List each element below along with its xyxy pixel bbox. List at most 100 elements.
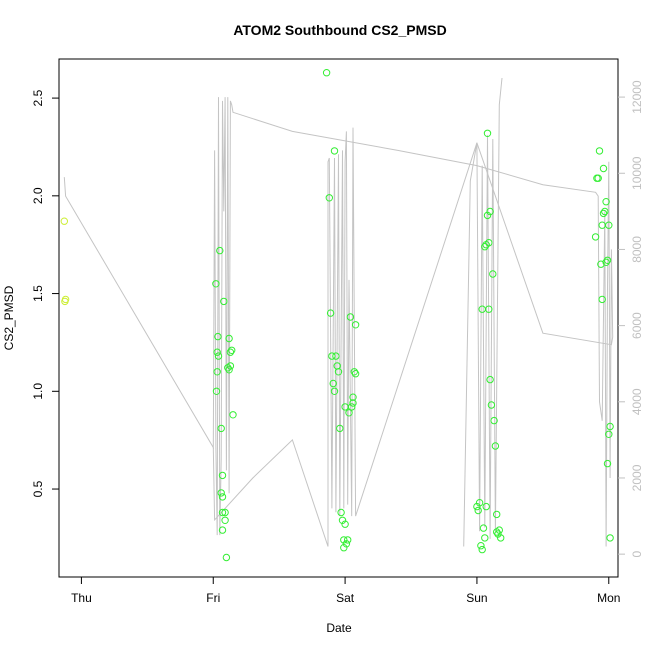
- data-point: [597, 260, 605, 268]
- data-point: [221, 508, 229, 517]
- data-point: [495, 526, 503, 534]
- data-point: [226, 362, 235, 370]
- data-point: [228, 346, 236, 354]
- data-point: [212, 280, 220, 288]
- data-point: [594, 174, 602, 182]
- data-point: [489, 270, 497, 278]
- data-point: [218, 493, 227, 501]
- data-point: [493, 510, 501, 519]
- data-point: [605, 221, 613, 229]
- y2-tick-label: 8000: [630, 236, 644, 263]
- data-point: [599, 164, 608, 173]
- y2-tick-label: 0: [630, 550, 644, 557]
- data-point: [474, 506, 482, 515]
- data-point: [229, 411, 237, 419]
- data-point: [213, 368, 221, 376]
- data-point: [485, 239, 493, 247]
- data-point: [349, 393, 357, 401]
- y2-tick-label: 12000: [630, 80, 644, 114]
- data-point: [214, 332, 222, 341]
- data-point: [602, 198, 610, 206]
- data-point: [217, 489, 225, 497]
- data-point: [220, 297, 228, 306]
- data-point: [344, 536, 352, 544]
- x-tick-label: Fri: [206, 591, 220, 605]
- y2-line-series-1: [212, 77, 503, 547]
- data-point: [603, 256, 612, 264]
- data-point: [479, 524, 488, 532]
- data-point: [482, 502, 490, 511]
- y-tick-label: 2.5: [31, 89, 45, 106]
- data-point: [351, 321, 360, 329]
- data-point: [485, 305, 493, 313]
- x-tick-label: Thu: [71, 591, 92, 605]
- data-point: [486, 375, 494, 384]
- data-point: [490, 416, 498, 425]
- data-point: [486, 207, 494, 216]
- data-point: [326, 309, 335, 317]
- data-point: [336, 424, 344, 433]
- data-point: [601, 207, 609, 216]
- data-point: [340, 544, 348, 552]
- x-tick-label: Sun: [466, 591, 487, 605]
- data-point: [481, 243, 489, 251]
- x-tick-label: Sat: [336, 591, 355, 605]
- data-point: [478, 545, 486, 554]
- data-point: [338, 516, 347, 524]
- y-tick-label: 1.5: [31, 285, 45, 302]
- y-axis-label: CS2_PMSD: [2, 285, 16, 350]
- data-point: [218, 471, 227, 480]
- x-tick-label: Mon: [597, 591, 620, 605]
- chart-title: ATOM2 Southbound CS2_PMSD: [233, 22, 446, 38]
- data-point: [602, 258, 610, 266]
- y-tick-label: 0.5: [31, 480, 45, 497]
- x-axis-label: Date: [326, 621, 352, 635]
- data-point: [346, 313, 355, 321]
- data-point: [60, 217, 69, 225]
- y2-tick-label: 2000: [630, 464, 644, 491]
- y-tick-label: 1.0: [31, 383, 45, 400]
- data-point: [332, 352, 340, 360]
- data-point: [221, 516, 229, 524]
- y2-line-series-0: [63, 97, 614, 547]
- data-point: [603, 459, 612, 468]
- data-point: [351, 370, 360, 378]
- data-point: [337, 508, 345, 517]
- data-point: [61, 297, 69, 306]
- data-point: [341, 520, 349, 528]
- data-point: [606, 534, 614, 542]
- data-point: [322, 69, 331, 77]
- data-point: [214, 352, 223, 360]
- data-point: [212, 387, 221, 395]
- data-point: [598, 295, 606, 304]
- y2-axis: 0 2000 4000 6000 8000 10000 12000: [618, 80, 644, 557]
- data-point: [218, 526, 227, 534]
- data-point: [342, 540, 351, 548]
- data-point: [591, 233, 600, 241]
- data-point: [329, 379, 337, 388]
- line-layer: [63, 77, 614, 547]
- y2-tick-label: 10000: [630, 156, 644, 190]
- data-point: [216, 246, 224, 255]
- data-point: [334, 368, 343, 376]
- x-axis: Thu Fri Sat Sun Mon: [71, 577, 620, 605]
- data-point: [478, 305, 486, 313]
- data-point: [483, 211, 492, 220]
- data-point: [606, 422, 614, 431]
- points-layer: [60, 69, 614, 562]
- data-point: [345, 409, 353, 417]
- data-point: [325, 194, 333, 202]
- data-point: [487, 401, 496, 409]
- data-point: [483, 129, 492, 138]
- data-point: [226, 348, 235, 356]
- plot-frame: [58, 58, 619, 578]
- data-point: [477, 542, 485, 550]
- data-point: [475, 499, 484, 507]
- data-point: [222, 553, 231, 562]
- data-point: [349, 399, 357, 407]
- data-point: [481, 534, 489, 542]
- y2-tick-label: 6000: [630, 312, 644, 339]
- data-point: [599, 209, 608, 218]
- data-point: [330, 147, 339, 155]
